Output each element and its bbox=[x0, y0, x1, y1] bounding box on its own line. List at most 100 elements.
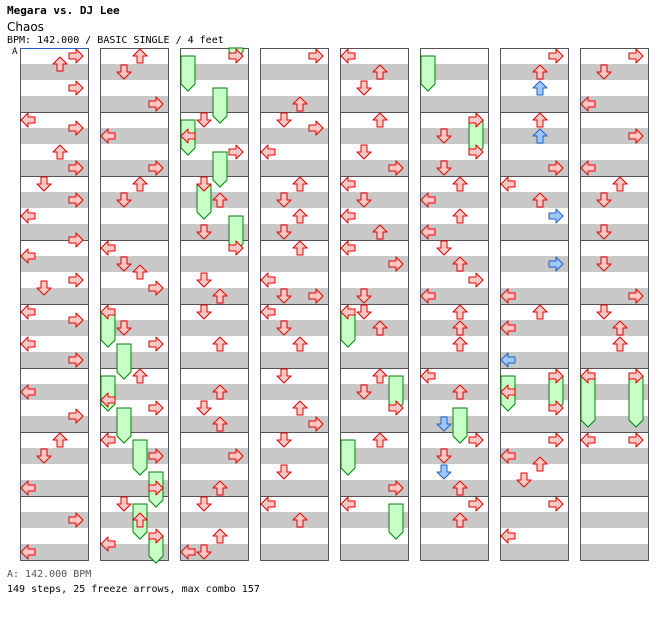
up-arrow-icon bbox=[532, 128, 548, 144]
down-arrow-icon bbox=[276, 320, 292, 336]
right-arrow-icon bbox=[228, 48, 244, 64]
up-arrow-icon bbox=[372, 320, 388, 336]
beat-stripe bbox=[100, 320, 168, 336]
beat-stripe bbox=[580, 224, 648, 240]
down-arrow-icon bbox=[116, 256, 132, 272]
left-arrow-icon bbox=[340, 176, 356, 192]
beat-stripe bbox=[340, 352, 408, 368]
beat-stripe bbox=[340, 160, 408, 176]
left-arrow-icon bbox=[260, 272, 276, 288]
beat-stripe bbox=[580, 544, 648, 560]
up-arrow-icon bbox=[612, 176, 628, 192]
up-arrow-icon bbox=[292, 96, 308, 112]
up-arrow-icon bbox=[532, 456, 548, 472]
down-arrow-icon bbox=[436, 240, 452, 256]
right-arrow-icon bbox=[468, 272, 484, 288]
up-arrow-icon bbox=[452, 320, 468, 336]
left-arrow-icon bbox=[260, 304, 276, 320]
right-arrow-icon bbox=[548, 368, 564, 384]
down-arrow-icon bbox=[196, 496, 212, 512]
up-arrow-icon bbox=[532, 80, 548, 96]
beat-stripe bbox=[260, 544, 328, 560]
right-arrow-icon bbox=[68, 160, 84, 176]
right-arrow-icon bbox=[468, 112, 484, 128]
up-arrow-icon bbox=[452, 336, 468, 352]
beat-stripe bbox=[500, 512, 568, 528]
measure-box bbox=[340, 496, 409, 561]
left-arrow-icon bbox=[20, 336, 36, 352]
right-arrow-icon bbox=[68, 232, 84, 248]
left-arrow-icon bbox=[180, 128, 196, 144]
right-arrow-icon bbox=[68, 80, 84, 96]
right-arrow-icon bbox=[548, 256, 564, 272]
left-arrow-icon bbox=[260, 496, 276, 512]
up-arrow-icon bbox=[212, 288, 228, 304]
left-arrow-icon bbox=[100, 536, 116, 552]
left-arrow-icon bbox=[500, 384, 516, 400]
beat-stripe bbox=[100, 384, 168, 400]
freeze-arrow bbox=[116, 407, 132, 444]
beat-stripe bbox=[260, 320, 328, 336]
beat-stripe bbox=[20, 320, 88, 336]
beat-stripe bbox=[340, 192, 408, 208]
left-arrow-icon bbox=[500, 352, 516, 368]
beat-stripe bbox=[580, 64, 648, 80]
measure-box bbox=[420, 496, 489, 561]
down-arrow-icon bbox=[276, 464, 292, 480]
freeze-arrow bbox=[116, 343, 132, 380]
down-arrow-icon bbox=[356, 384, 372, 400]
down-arrow-icon bbox=[196, 544, 212, 560]
right-arrow-icon bbox=[468, 496, 484, 512]
beat-stripe bbox=[100, 352, 168, 368]
beat-stripe bbox=[260, 128, 328, 144]
right-arrow-icon bbox=[308, 288, 324, 304]
up-arrow-icon bbox=[612, 336, 628, 352]
down-arrow-icon bbox=[596, 64, 612, 80]
right-arrow-icon bbox=[628, 48, 644, 64]
beat-stripe bbox=[340, 416, 408, 432]
beat-stripe bbox=[20, 64, 88, 80]
right-arrow-icon bbox=[468, 144, 484, 160]
left-arrow-icon bbox=[420, 368, 436, 384]
measure-box bbox=[580, 496, 649, 561]
up-arrow-icon bbox=[212, 416, 228, 432]
right-arrow-icon bbox=[148, 160, 164, 176]
up-arrow-icon bbox=[532, 192, 548, 208]
left-arrow-icon bbox=[20, 384, 36, 400]
beat-stripe bbox=[100, 64, 168, 80]
beat-stripe bbox=[420, 64, 488, 80]
down-arrow-icon bbox=[196, 112, 212, 128]
beat-stripe bbox=[420, 192, 488, 208]
up-arrow-icon bbox=[212, 384, 228, 400]
freeze-arrow bbox=[452, 407, 468, 444]
beat-stripe bbox=[420, 160, 488, 176]
beat-stripe bbox=[180, 448, 248, 464]
measure-box bbox=[180, 496, 249, 561]
left-arrow-icon bbox=[340, 208, 356, 224]
up-arrow-icon bbox=[212, 192, 228, 208]
song-subtitle: Chaos bbox=[7, 20, 44, 34]
up-arrow-icon bbox=[52, 56, 68, 72]
beat-stripe bbox=[180, 352, 248, 368]
beat-stripe bbox=[580, 352, 648, 368]
beat-stripe bbox=[260, 416, 328, 432]
right-arrow-icon bbox=[68, 312, 84, 328]
chart-info: BPM: 142.000 / BASIC SINGLE / 4 feet bbox=[7, 35, 224, 46]
down-arrow-icon bbox=[276, 432, 292, 448]
freeze-arrow bbox=[212, 151, 228, 188]
down-arrow-icon bbox=[516, 472, 532, 488]
beat-stripe bbox=[340, 128, 408, 144]
down-arrow-icon bbox=[436, 448, 452, 464]
beat-stripe bbox=[180, 320, 248, 336]
down-arrow-icon bbox=[196, 224, 212, 240]
beat-stripe bbox=[420, 96, 488, 112]
beat-stripe bbox=[500, 416, 568, 432]
freeze-arrow bbox=[580, 375, 596, 428]
right-arrow-icon bbox=[68, 352, 84, 368]
beat-stripe bbox=[500, 224, 568, 240]
beat-stripe bbox=[20, 480, 88, 496]
beat-stripe bbox=[260, 448, 328, 464]
down-arrow-icon bbox=[196, 304, 212, 320]
